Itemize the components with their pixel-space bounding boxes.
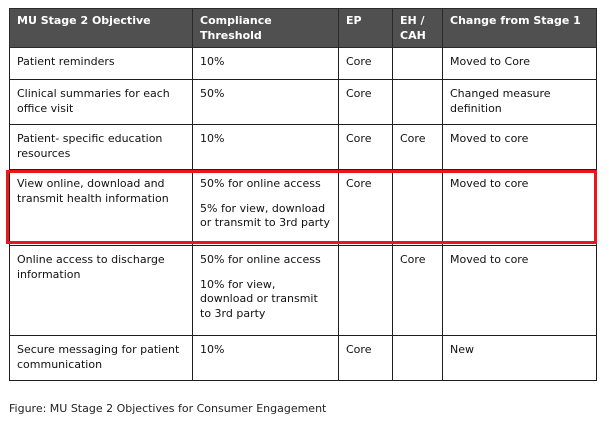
cell-threshold: 10%	[192, 335, 339, 381]
figure-caption: Figure: MU Stage 2 Objectives for Consum…	[9, 402, 327, 415]
threshold-text: 10%	[200, 343, 225, 356]
threshold-text: 10%	[200, 55, 225, 68]
header-threshold: Compliance Threshold	[192, 8, 339, 48]
header-row: MU Stage 2 Objective Compliance Threshol…	[9, 8, 597, 48]
cell-threshold: 50%	[192, 79, 339, 125]
cell-objective: Patient reminders	[9, 47, 193, 80]
cell-threshold: 10%	[192, 47, 339, 80]
cell-threshold: 10%	[192, 124, 339, 170]
cell-eh	[392, 79, 443, 125]
cell-ep: Core	[338, 335, 393, 381]
threshold-text: 50% for online access	[200, 253, 321, 266]
table-row: Clinical summaries for each office visit…	[9, 79, 597, 125]
cell-ep	[338, 245, 393, 336]
cell-eh: Core	[392, 245, 443, 336]
table-row: Patient reminders 10% Core Moved to Core	[9, 47, 597, 80]
objectives-table: MU Stage 2 Objective Compliance Threshol…	[9, 8, 597, 381]
threshold-text: 10%	[200, 132, 225, 145]
header-objective: MU Stage 2 Objective	[9, 8, 193, 48]
cell-threshold: 50% for online access 5% for view, downl…	[192, 169, 339, 246]
cell-objective: View online, download and transmit healt…	[9, 169, 193, 246]
cell-objective: Patient- specific education resources	[9, 124, 193, 170]
header-eh-cah: EH / CAH	[392, 8, 443, 48]
cell-ep: Core	[338, 169, 393, 246]
threshold-text: 10% for view, download or transmit to 3r…	[200, 277, 318, 320]
cell-change: Moved to core	[442, 124, 597, 170]
cell-eh	[392, 169, 443, 246]
cell-change: Moved to core	[442, 169, 597, 246]
cell-ep: Core	[338, 79, 393, 125]
cell-change: Moved to Core	[442, 47, 597, 80]
cell-ep: Core	[338, 124, 393, 170]
cell-eh	[392, 335, 443, 381]
cell-change: Moved to core	[442, 245, 597, 336]
header-change: Change from Stage 1	[442, 8, 597, 48]
threshold-text: 50% for online access	[200, 177, 321, 190]
table-row: Patient- specific education resources 10…	[9, 124, 597, 170]
cell-change: Changed measure definition	[442, 79, 597, 125]
cell-eh	[392, 47, 443, 80]
table-row: Secure messaging for patient communicati…	[9, 335, 597, 381]
table-row: Online access to discharge information 5…	[9, 245, 597, 336]
cell-objective: Clinical summaries for each office visit	[9, 79, 193, 125]
cell-threshold: 50% for online access 10% for view, down…	[192, 245, 339, 336]
cell-change: New	[442, 335, 597, 381]
threshold-text: 5% for view, download or transmit to 3rd…	[200, 201, 331, 230]
cell-eh: Core	[392, 124, 443, 170]
table-row: View online, download and transmit healt…	[9, 169, 597, 246]
cell-objective: Secure messaging for patient communicati…	[9, 335, 193, 381]
cell-ep: Core	[338, 47, 393, 80]
header-ep: EP	[338, 8, 393, 48]
cell-objective: Online access to discharge information	[9, 245, 193, 336]
threshold-text: 50%	[200, 87, 225, 100]
